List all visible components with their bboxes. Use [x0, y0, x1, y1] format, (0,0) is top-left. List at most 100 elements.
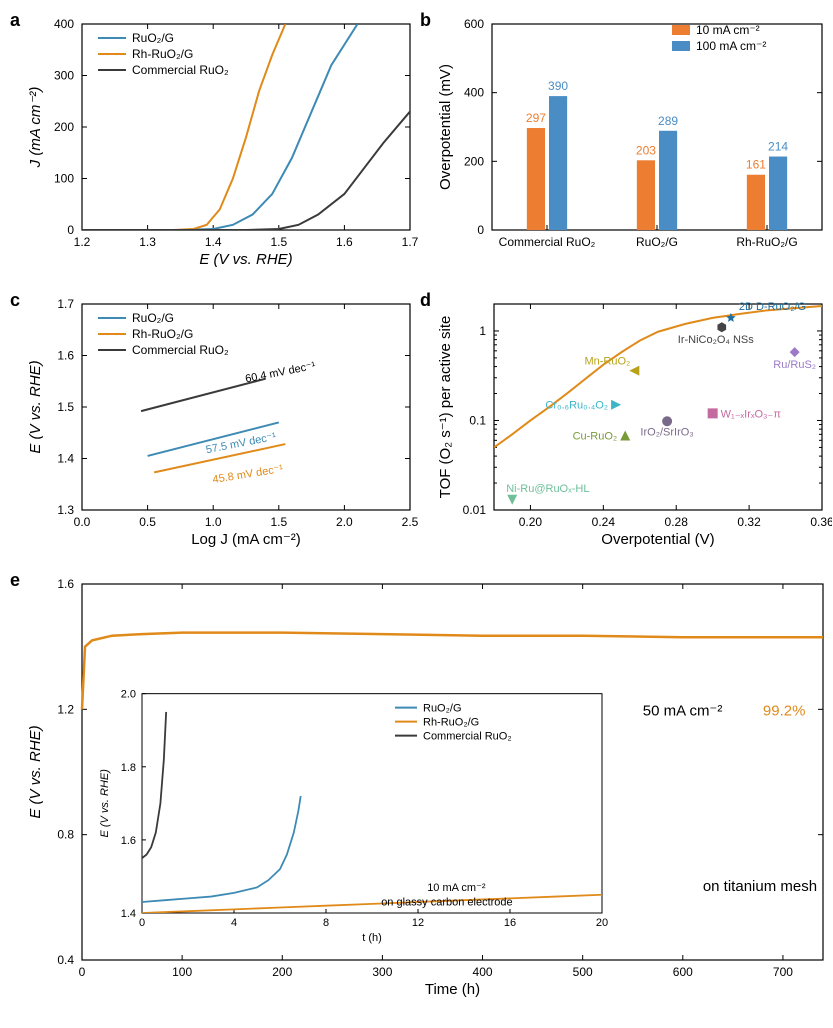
svg-text:0.24: 0.24	[592, 515, 616, 529]
svg-text:Rh-RuO₂/G: Rh-RuO₂/G	[132, 47, 193, 61]
svg-text:300: 300	[54, 69, 74, 83]
svg-text:Ru/RuS₂: Ru/RuS₂	[773, 359, 816, 371]
svg-text:1.7: 1.7	[57, 297, 74, 311]
svg-text:4: 4	[231, 917, 237, 929]
svg-text:0.0: 0.0	[74, 515, 91, 529]
svg-text:RuO₂/G: RuO₂/G	[132, 311, 174, 325]
svg-text:500: 500	[573, 965, 593, 979]
svg-text:0.32: 0.32	[737, 515, 761, 529]
svg-text:Cr₀.₆Ru₀.₄O₂: Cr₀.₆Ru₀.₄O₂	[545, 400, 608, 412]
svg-text:400: 400	[473, 965, 493, 979]
svg-text:0.4: 0.4	[57, 953, 74, 967]
svg-text:289: 289	[658, 114, 678, 128]
svg-text:1.7: 1.7	[402, 235, 419, 249]
svg-text:E (V vs. RHE): E (V vs. RHE)	[27, 725, 44, 818]
svg-text:50 mA cm⁻²: 50 mA cm⁻²	[643, 703, 723, 720]
svg-text:1.3: 1.3	[139, 235, 156, 249]
svg-text:1.4: 1.4	[57, 452, 74, 466]
svg-text:1: 1	[479, 324, 486, 338]
svg-text:16: 16	[504, 917, 516, 929]
svg-text:0.36: 0.36	[810, 515, 832, 529]
svg-text:1.4: 1.4	[205, 235, 222, 249]
svg-text:Commercial RuO₂: Commercial RuO₂	[132, 343, 229, 357]
svg-text:Time (h): Time (h)	[425, 981, 480, 998]
svg-text:Overpotential (mV): Overpotential (mV)	[437, 64, 454, 190]
svg-text:Mn-RuO₂: Mn-RuO₂	[584, 356, 630, 368]
svg-text:100 mA cm⁻²: 100 mA cm⁻²	[696, 39, 766, 53]
svg-text:0.28: 0.28	[665, 515, 689, 529]
panel-label: a	[10, 10, 20, 31]
panel-a-chart: 1.21.31.41.51.61.70100200300400E (V vs. …	[22, 12, 422, 272]
svg-text:Ir-NiCo₂O₄ NSs: Ir-NiCo₂O₄ NSs	[678, 334, 754, 346]
svg-text:Ni-Ru@RuOₓ-HL: Ni-Ru@RuOₓ-HL	[506, 483, 589, 495]
svg-text:214: 214	[768, 140, 788, 154]
svg-text:W₁₋ₓIrₓO₃₋π: W₁₋ₓIrₓO₃₋π	[721, 408, 782, 420]
svg-text:0.1: 0.1	[469, 413, 486, 427]
svg-text:Commercial RuO₂: Commercial RuO₂	[499, 235, 596, 249]
svg-text:600: 600	[464, 17, 484, 31]
svg-text:E (V vs. RHE): E (V vs. RHE)	[199, 251, 292, 268]
svg-text:1.5: 1.5	[57, 400, 74, 414]
svg-text:20: 20	[596, 917, 608, 929]
svg-text:2D D-RuO₂/G: 2D D-RuO₂/G	[739, 301, 806, 313]
svg-text:300: 300	[372, 965, 392, 979]
svg-text:1.6: 1.6	[57, 577, 74, 591]
panel-d-chart: 0.200.240.280.320.360.010.11Overpotentia…	[432, 292, 832, 552]
svg-text:0: 0	[79, 965, 86, 979]
svg-text:1.6: 1.6	[57, 349, 74, 363]
figure-root: 1.21.31.41.51.61.70100200300400E (V vs. …	[10, 10, 833, 1018]
panel-e-chart: 0 100 200 300 400 500 600 700 0.4 0.8 1.2 1.6 Time (…	[22, 572, 833, 1002]
svg-text:on glassy carbon electrode: on glassy carbon electrode	[381, 897, 512, 909]
svg-text:45.8 mV dec⁻¹: 45.8 mV dec⁻¹	[212, 463, 285, 486]
svg-text:2.0: 2.0	[121, 689, 136, 701]
svg-text:J (mA cm⁻²): J (mA cm⁻²)	[27, 87, 44, 169]
svg-text:2.5: 2.5	[402, 515, 419, 529]
svg-text:8: 8	[323, 917, 329, 929]
svg-text:RuO₂/G: RuO₂/G	[636, 235, 678, 249]
svg-text:400: 400	[54, 17, 74, 31]
panel-label: b	[420, 10, 431, 31]
svg-text:1.5: 1.5	[270, 515, 287, 529]
svg-text:600: 600	[673, 965, 693, 979]
svg-text:0: 0	[477, 223, 484, 237]
svg-text:Rh-RuO₂/G: Rh-RuO₂/G	[736, 235, 797, 249]
svg-text:1.6: 1.6	[121, 835, 136, 847]
svg-text:200: 200	[464, 154, 484, 168]
svg-text:1.2: 1.2	[57, 702, 74, 716]
svg-text:t (h): t (h)	[362, 932, 382, 944]
svg-text:1.8: 1.8	[121, 762, 136, 774]
svg-text:0.5: 0.5	[139, 515, 156, 529]
svg-text:297: 297	[526, 111, 546, 125]
svg-text:1.5: 1.5	[270, 235, 287, 249]
svg-text:200: 200	[272, 965, 292, 979]
svg-text:2.0: 2.0	[336, 515, 353, 529]
svg-text:10 mA cm⁻²: 10 mA cm⁻²	[696, 23, 760, 37]
svg-text:0: 0	[67, 223, 74, 237]
svg-text:E (V vs. RHE): E (V vs. RHE)	[99, 769, 111, 838]
svg-text:200: 200	[54, 120, 74, 134]
svg-text:1.0: 1.0	[205, 515, 222, 529]
svg-text:10 mA cm⁻²: 10 mA cm⁻²	[427, 882, 486, 894]
svg-text:1.6: 1.6	[336, 235, 353, 249]
svg-text:0.8: 0.8	[57, 828, 74, 842]
svg-text:Commercial RuO₂: Commercial RuO₂	[423, 731, 512, 743]
svg-text:390: 390	[548, 79, 568, 93]
svg-text:Rh-RuO₂/G: Rh-RuO₂/G	[423, 717, 479, 729]
svg-text:1.4: 1.4	[121, 908, 136, 920]
svg-text:E (V vs. RHE): E (V vs. RHE)	[27, 360, 44, 453]
svg-text:60.4 mV dec⁻¹: 60.4 mV dec⁻¹	[244, 360, 317, 385]
svg-text:on titanium mesh: on titanium mesh	[703, 878, 817, 895]
svg-text:Commercial RuO₂: Commercial RuO₂	[132, 63, 229, 77]
svg-text:400: 400	[464, 86, 484, 100]
svg-text:700: 700	[773, 965, 793, 979]
svg-text:Cu-RuO₂: Cu-RuO₂	[573, 430, 618, 442]
panel-b-chart: 0 200 400 600 Overpotential (mV) 297 390 Commer…	[432, 12, 832, 272]
svg-text:1.2: 1.2	[74, 235, 91, 249]
panel-label: c	[10, 290, 20, 311]
svg-text:57.5 mV dec⁻¹: 57.5 mV dec⁻¹	[205, 431, 278, 456]
svg-text:1.3: 1.3	[57, 503, 74, 517]
svg-text:100: 100	[172, 965, 192, 979]
svg-text:161: 161	[746, 158, 766, 172]
svg-text:IrO₂/SrIrO₃: IrO₂/SrIrO₃	[640, 426, 693, 438]
svg-text:Overpotential (V): Overpotential (V)	[601, 531, 714, 548]
